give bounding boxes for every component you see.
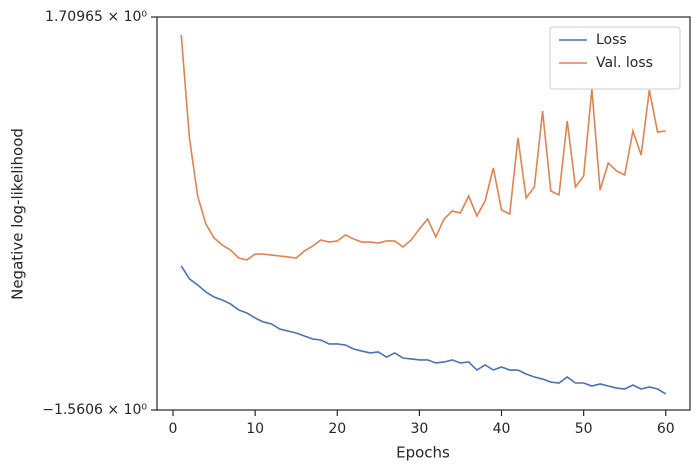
x-tick-label: 60 [657, 421, 675, 437]
legend-label: Loss [596, 32, 627, 48]
x-tick-label: 10 [246, 421, 264, 437]
y-tick-label: 1.70965 × 10⁰ [45, 9, 147, 25]
x-tick-label: 30 [410, 421, 428, 437]
line-series [180, 34, 666, 261]
x-tick-label: 50 [575, 421, 593, 437]
y-tick-label: −1.5606 × 10⁰ [42, 402, 147, 418]
plot-frame [156, 16, 691, 411]
legend-box [549, 26, 681, 90]
line-series [180, 265, 667, 395]
legend: Loss Val. loss [549, 26, 681, 90]
x-tick-label: 20 [328, 421, 346, 437]
x-tick-label: 40 [493, 421, 511, 437]
x-tick-label: 0 [169, 421, 178, 437]
legend-label: Val. loss [596, 55, 653, 71]
y-axis-label: Negative log-likelihood [9, 128, 27, 300]
x-axis-label: Epochs [396, 444, 450, 462]
